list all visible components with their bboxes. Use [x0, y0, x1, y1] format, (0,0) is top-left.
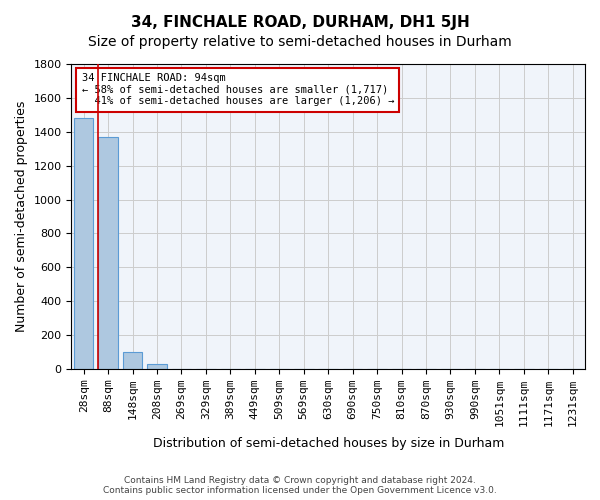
- Bar: [123, 352, 142, 369]
- Bar: [147, 364, 167, 369]
- Text: Size of property relative to semi-detached houses in Durham: Size of property relative to semi-detach…: [88, 35, 512, 49]
- Text: 34, FINCHALE ROAD, DURHAM, DH1 5JH: 34, FINCHALE ROAD, DURHAM, DH1 5JH: [131, 15, 469, 30]
- Text: Contains HM Land Registry data © Crown copyright and database right 2024.
Contai: Contains HM Land Registry data © Crown c…: [103, 476, 497, 495]
- Text: 34 FINCHALE ROAD: 94sqm
← 58% of semi-detached houses are smaller (1,717)
  41% : 34 FINCHALE ROAD: 94sqm ← 58% of semi-de…: [82, 73, 394, 106]
- X-axis label: Distribution of semi-detached houses by size in Durham: Distribution of semi-detached houses by …: [152, 437, 504, 450]
- Bar: [74, 118, 94, 369]
- Bar: [98, 137, 118, 369]
- Y-axis label: Number of semi-detached properties: Number of semi-detached properties: [15, 101, 28, 332]
